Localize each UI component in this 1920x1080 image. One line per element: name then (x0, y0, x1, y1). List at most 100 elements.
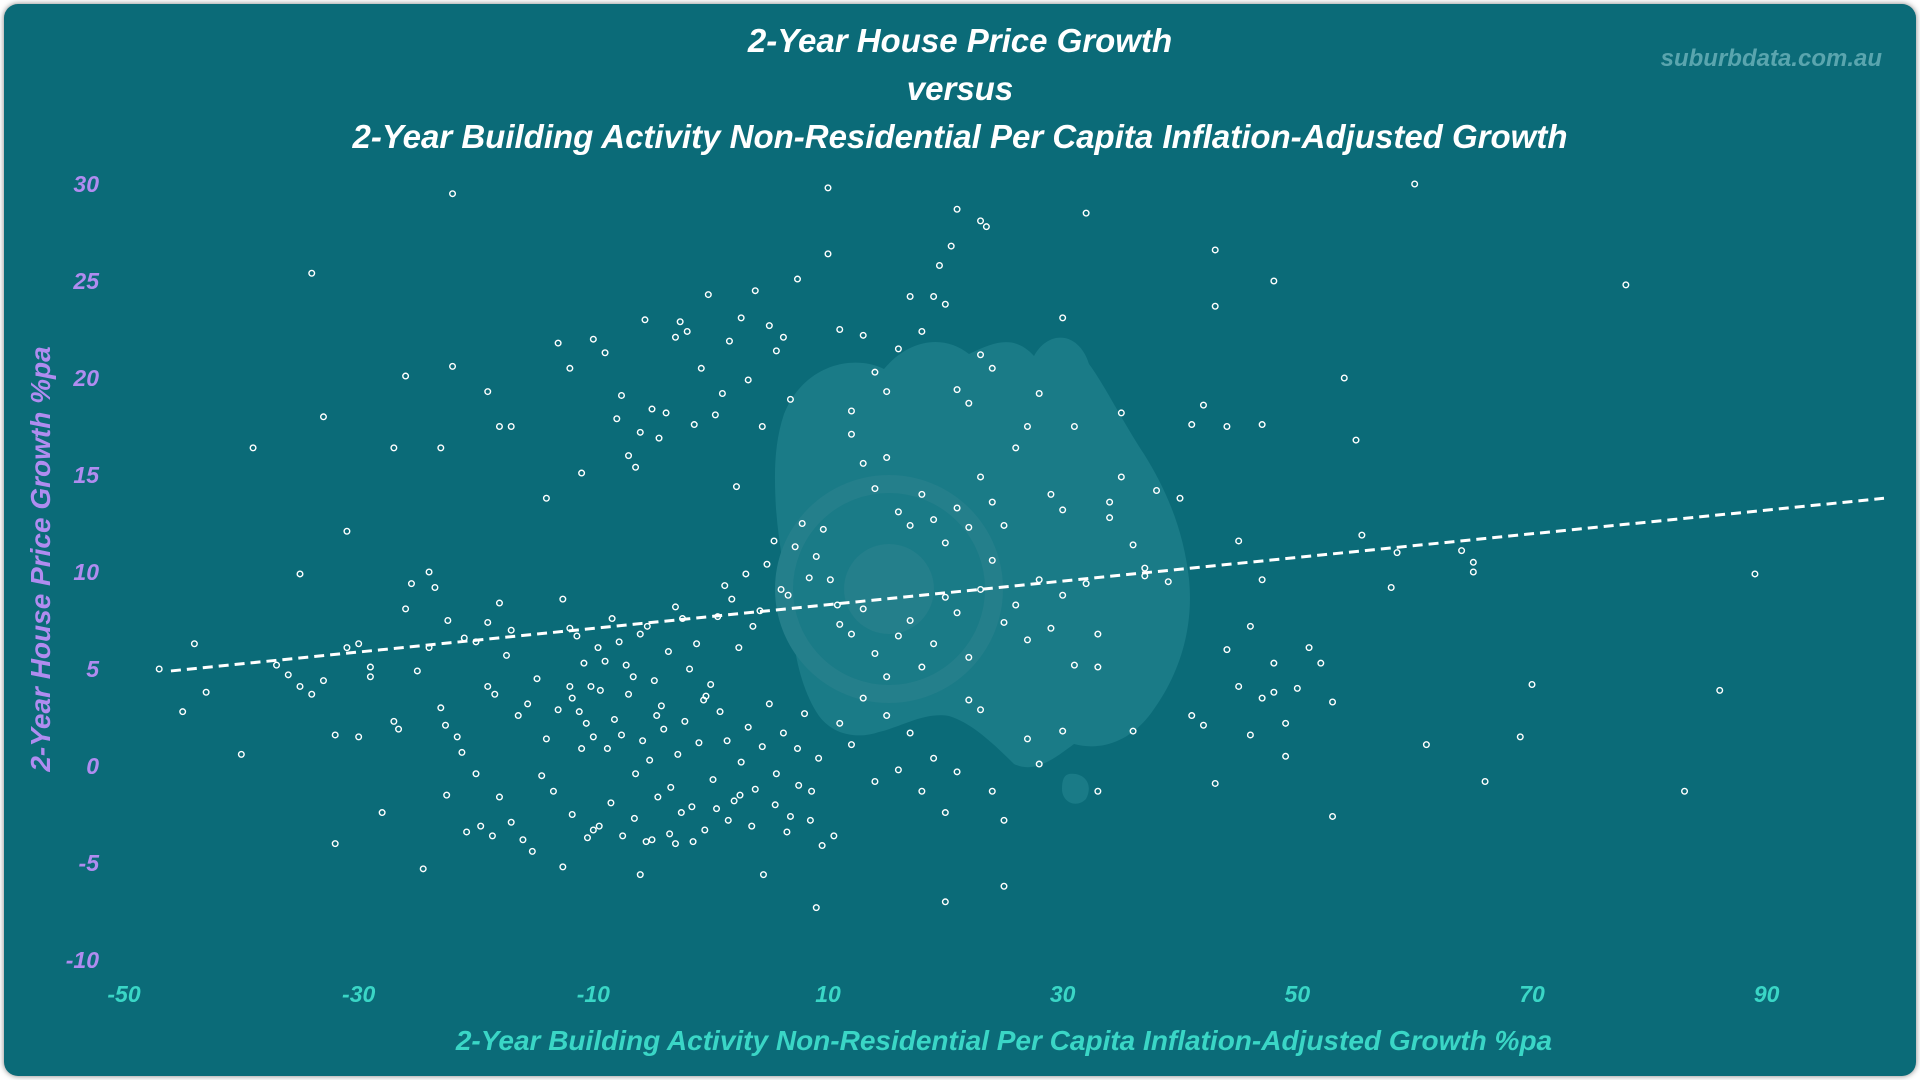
data-point (1330, 814, 1336, 820)
data-point (691, 422, 697, 428)
data-point (619, 732, 625, 738)
x-tick-label: 30 (1050, 981, 1076, 1007)
data-point (1353, 437, 1359, 443)
data-point (637, 631, 643, 637)
data-point (637, 872, 643, 878)
data-point (673, 841, 679, 847)
data-point (544, 736, 550, 742)
data-point (759, 424, 765, 430)
data-point (1471, 569, 1477, 575)
data-point (504, 653, 510, 659)
data-point (612, 717, 618, 723)
data-point (490, 833, 496, 839)
data-point (620, 833, 626, 839)
data-point (661, 726, 667, 732)
data-point (623, 662, 629, 668)
data-point (497, 424, 503, 430)
y-tick-label: 5 (86, 656, 100, 682)
data-point (725, 818, 731, 824)
data-point (1248, 624, 1254, 630)
data-point (825, 185, 831, 191)
data-point (772, 802, 778, 808)
data-point (1271, 278, 1277, 284)
data-point (1189, 713, 1195, 719)
data-point (250, 445, 256, 451)
data-point (438, 705, 444, 711)
data-point (907, 730, 913, 736)
y-axis-label: 2-Year House Price Growth %pa (25, 346, 56, 772)
data-point (659, 703, 665, 709)
data-point (626, 691, 632, 697)
data-point (1095, 788, 1101, 794)
data-point (614, 416, 620, 422)
data-point (1471, 560, 1477, 566)
data-point (831, 833, 837, 839)
data-point (432, 585, 438, 591)
data-point (633, 771, 639, 777)
data-point (332, 732, 338, 738)
data-point (285, 672, 291, 678)
data-point (737, 792, 743, 798)
data-point (954, 206, 960, 212)
data-point (473, 771, 479, 777)
data-point (649, 406, 655, 412)
x-axis-ticks: -50 -30 -10 10 30 50 70 90 (107, 981, 1779, 1007)
data-point (555, 707, 561, 713)
data-point (297, 571, 303, 577)
data-point (579, 746, 585, 752)
data-point (1001, 883, 1007, 889)
data-point (1259, 695, 1265, 701)
data-point (1482, 779, 1488, 785)
data-point (203, 689, 209, 695)
data-point (666, 649, 672, 655)
data-point (1201, 722, 1207, 728)
data-point (825, 251, 831, 257)
data-point (459, 750, 465, 756)
data-point (637, 430, 643, 436)
data-point (485, 620, 491, 626)
data-point (403, 606, 409, 612)
y-tick-label: 15 (73, 462, 100, 488)
data-point (525, 701, 531, 707)
data-point (761, 872, 767, 878)
data-point (764, 561, 770, 567)
data-point (567, 366, 573, 372)
data-point (948, 243, 954, 249)
data-point (896, 767, 902, 773)
data-point (1212, 247, 1218, 253)
data-point (673, 334, 679, 340)
chart-frame: 2-Year House Price Growth versus 2-Year … (4, 4, 1916, 1076)
data-point (663, 410, 669, 416)
australia-map-watermark (775, 338, 1190, 804)
data-point (356, 641, 362, 647)
data-point (710, 777, 716, 783)
data-point (931, 294, 937, 300)
data-point (943, 301, 949, 307)
data-point (668, 785, 674, 791)
data-point (702, 827, 708, 833)
data-point (588, 684, 594, 690)
y-axis-ticks: -10-5051015202530 (66, 171, 100, 973)
data-point (655, 794, 661, 800)
data-point (569, 695, 575, 701)
chart-title: 2-Year House Price Growth versus 2-Year … (351, 22, 1567, 155)
data-point (1424, 742, 1430, 748)
data-point (1459, 548, 1465, 554)
data-point (774, 348, 780, 354)
data-point (602, 658, 608, 664)
data-point (954, 769, 960, 775)
y-tick-label: -5 (79, 850, 101, 876)
data-point (689, 804, 695, 810)
data-point (309, 270, 315, 276)
data-point (539, 773, 545, 779)
data-point (450, 191, 456, 197)
data-point (734, 484, 740, 490)
data-point (356, 734, 362, 740)
data-point (743, 571, 749, 577)
data-point (919, 329, 925, 335)
data-point (795, 746, 801, 752)
data-point (596, 823, 602, 829)
data-point (640, 738, 646, 744)
data-point (731, 798, 737, 804)
data-point (813, 905, 819, 911)
